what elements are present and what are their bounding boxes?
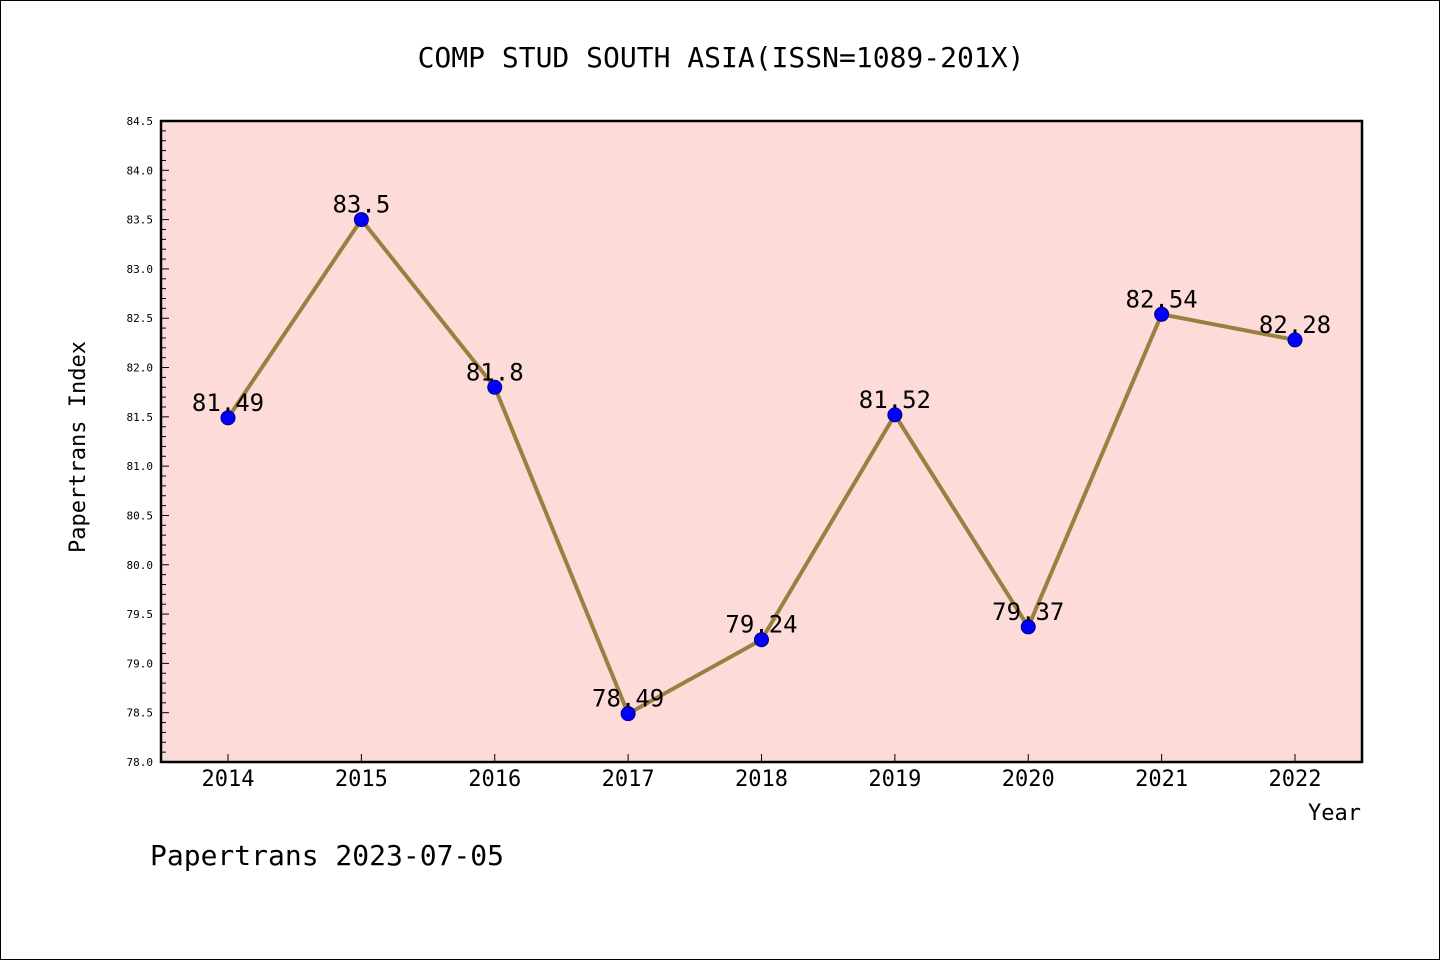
y-tick-label: 78.0	[127, 756, 154, 769]
y-tick-label: 83.0	[127, 263, 154, 276]
data-label: 82.54	[1126, 285, 1198, 313]
chart-title: COMP STUD SOUTH ASIA(ISSN=1089-201X)	[418, 41, 1025, 74]
y-tick-label: 79.5	[127, 608, 154, 621]
y-tick-label: 83.5	[127, 214, 154, 227]
data-label: 79.37	[992, 598, 1064, 626]
footer-text: Papertrans 2023-07-05	[150, 839, 504, 872]
data-label: 83.5	[332, 191, 390, 219]
data-point	[1287, 332, 1303, 348]
x-tick-label: 2019	[868, 767, 921, 792]
y-tick-label: 80.5	[127, 509, 154, 522]
x-tick-label: 2015	[335, 767, 388, 792]
y-tick-label: 84.5	[127, 115, 154, 128]
data-label: 78.49	[592, 685, 664, 713]
series-group: 81.49 83.5 81.8 78.49 79.24 81.52 79.37 82.54 82…	[192, 191, 1331, 722]
x-tick-label: 2016	[468, 767, 521, 792]
y-tick-label: 81.0	[127, 460, 154, 473]
x-tick-label: 2022	[1269, 767, 1322, 792]
x-tick-label: 2021	[1135, 767, 1188, 792]
plot-area	[159, 119, 1364, 764]
x-axis: 2014 2015 2016 2017 2018 2019 2020 2021 2022	[202, 754, 1322, 792]
x-tick-label: 2020	[1002, 767, 1055, 792]
y-tick-label: 84.0	[127, 164, 154, 177]
x-tick-label: 2014	[202, 767, 255, 792]
y-axis: 78.0 78.5 79.0 79.5 80.0 80.5 81.0 81.5 82.0 82.5…	[127, 115, 169, 769]
data-point	[754, 632, 769, 648]
y-axis-label: Papertrans Index	[66, 341, 91, 553]
y-tick-label: 79.0	[127, 657, 154, 670]
x-tick-label: 2017	[602, 767, 655, 792]
data-point	[620, 706, 636, 722]
y-tick-label: 82.5	[127, 312, 154, 325]
data-point	[220, 410, 236, 426]
y-tick-label: 80.0	[127, 559, 154, 572]
data-label: 81.49	[192, 389, 264, 417]
data-label: 79.24	[725, 611, 797, 639]
y-tick-label: 78.5	[127, 707, 154, 720]
data-point	[1020, 619, 1036, 635]
data-point	[887, 407, 903, 423]
data-label: 81.8	[466, 358, 524, 386]
data-label: 81.52	[859, 386, 931, 414]
x-tick-label: 2018	[735, 767, 788, 792]
data-point	[487, 379, 503, 395]
data-label: 82.28	[1259, 311, 1331, 339]
data-point	[1154, 306, 1170, 322]
data-point	[353, 212, 369, 228]
x-axis-label: Year	[1308, 801, 1361, 826]
y-tick-label: 81.5	[127, 411, 154, 424]
y-tick-label: 82.0	[127, 362, 154, 375]
